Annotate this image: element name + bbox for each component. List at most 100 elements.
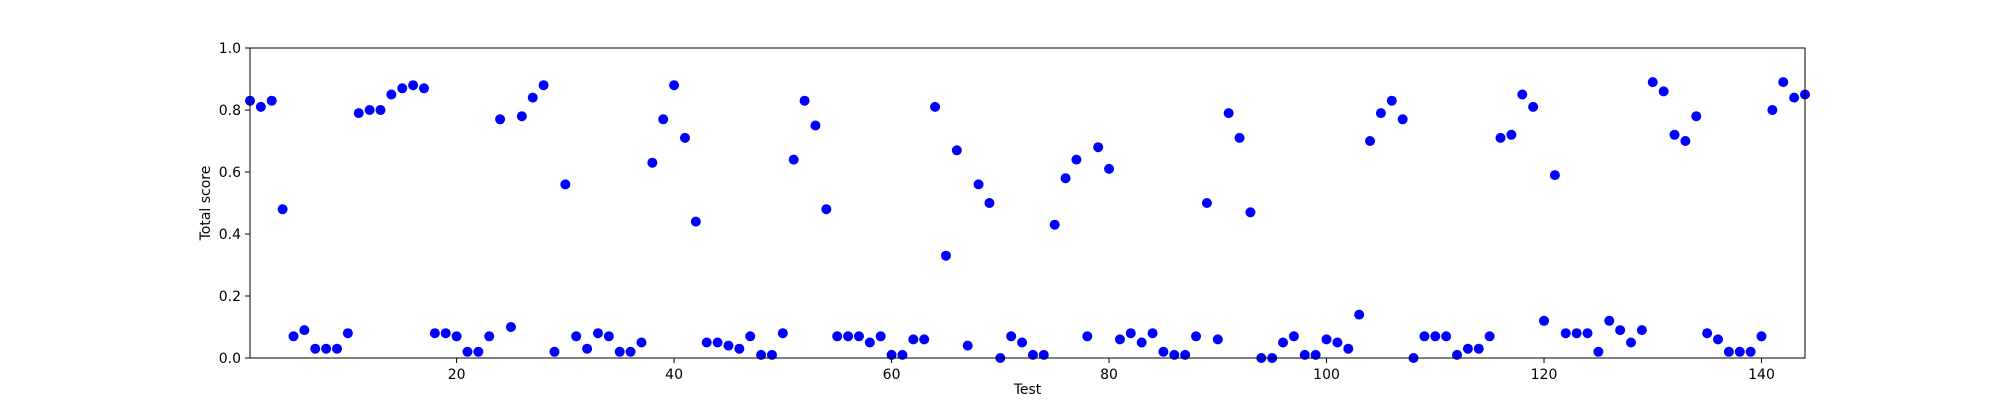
data-point-39: [658, 114, 669, 125]
data-point-122: [1560, 328, 1571, 339]
data-point-139: [1745, 346, 1756, 357]
data-point-40: [669, 80, 680, 91]
data-point-22: [473, 346, 484, 357]
data-point-117: [1506, 129, 1517, 140]
data-point-50: [777, 328, 788, 339]
data-point-69: [984, 198, 995, 208]
data-point-63: [919, 334, 930, 345]
data-point-36: [625, 346, 636, 357]
data-point-49: [766, 349, 777, 360]
data-point-10: [342, 328, 353, 339]
data-point-111: [1441, 331, 1452, 342]
data-point-133: [1680, 136, 1691, 146]
data-point-130: [1647, 77, 1658, 88]
x-tick-label: 140: [1748, 367, 1775, 383]
data-point-71: [1006, 331, 1017, 342]
y-axis-label: Total score: [198, 166, 214, 242]
data-point-86: [1169, 349, 1180, 360]
data-point-62: [908, 334, 919, 345]
x-tick-label: 60: [883, 367, 901, 383]
data-point-113: [1462, 343, 1473, 354]
data-point-33: [592, 328, 603, 339]
data-point-137: [1723, 346, 1734, 357]
data-point-85: [1158, 346, 1169, 357]
data-point-14: [386, 89, 397, 100]
data-point-135: [1702, 328, 1713, 339]
data-point-41: [679, 132, 690, 143]
data-point-61: [897, 349, 908, 360]
data-point-28: [538, 80, 549, 91]
data-point-26: [516, 111, 527, 122]
data-point-104: [1365, 136, 1376, 146]
data-point-30: [560, 179, 571, 190]
y-tick-label: 1.0: [219, 41, 241, 57]
data-point-68: [973, 179, 984, 190]
data-point-125: [1593, 346, 1604, 357]
x-axis-label: Test: [1013, 382, 1042, 398]
data-point-115: [1484, 331, 1495, 342]
data-point-67: [962, 340, 973, 351]
data-point-118: [1517, 89, 1528, 100]
data-point-143: [1789, 92, 1800, 103]
data-point-54: [821, 204, 832, 215]
data-point-38: [647, 157, 658, 168]
data-point-76: [1060, 173, 1071, 184]
data-point-60: [886, 349, 897, 360]
data-point-48: [756, 349, 767, 360]
data-point-4: [277, 204, 288, 215]
data-point-15: [397, 83, 408, 94]
data-point-123: [1571, 328, 1582, 339]
data-point-131: [1658, 86, 1669, 97]
data-point-119: [1528, 101, 1539, 112]
data-point-106: [1386, 95, 1397, 106]
data-point-52: [799, 95, 810, 106]
data-point-102: [1343, 343, 1354, 354]
x-tick-label: 100: [1313, 367, 1340, 383]
data-point-142: [1778, 77, 1789, 88]
data-point-116: [1495, 132, 1506, 143]
data-point-24: [495, 114, 506, 125]
data-point-25: [505, 322, 516, 332]
data-point-96: [1278, 337, 1289, 348]
data-point-55: [832, 331, 843, 342]
data-point-83: [1136, 337, 1147, 348]
data-point-112: [1452, 349, 1463, 360]
data-point-46: [734, 343, 745, 354]
data-point-84: [1147, 328, 1158, 339]
data-point-100: [1321, 334, 1332, 345]
data-point-16: [408, 80, 419, 91]
data-point-126: [1604, 315, 1615, 326]
y-tick-label: 0.8: [219, 103, 241, 119]
data-point-29: [549, 346, 560, 357]
x-tick-label: 120: [1531, 367, 1558, 383]
data-point-132: [1669, 129, 1680, 140]
data-point-59: [875, 331, 886, 342]
data-point-73: [1027, 349, 1038, 360]
y-tick-label: 0.2: [219, 289, 241, 305]
data-point-53: [810, 120, 821, 131]
data-point-74: [1038, 349, 1049, 360]
data-point-56: [843, 331, 854, 342]
data-point-27: [527, 92, 538, 103]
data-point-107: [1397, 114, 1408, 125]
data-point-20: [451, 331, 462, 342]
data-point-72: [1017, 337, 1028, 348]
data-point-42: [690, 216, 701, 227]
data-point-5: [288, 331, 299, 342]
data-point-121: [1549, 170, 1560, 181]
data-point-97: [1288, 331, 1299, 342]
data-point-105: [1375, 108, 1386, 119]
y-tick-label: 0.6: [219, 165, 241, 181]
data-point-127: [1615, 325, 1626, 336]
x-tick-label: 20: [448, 367, 466, 383]
data-point-12: [364, 105, 375, 115]
data-point-79: [1093, 142, 1104, 153]
x-tick-label: 40: [665, 367, 683, 383]
data-point-34: [603, 331, 614, 342]
data-point-92: [1234, 132, 1245, 143]
data-point-129: [1636, 325, 1647, 336]
data-point-44: [712, 337, 723, 348]
data-point-98: [1299, 349, 1310, 360]
